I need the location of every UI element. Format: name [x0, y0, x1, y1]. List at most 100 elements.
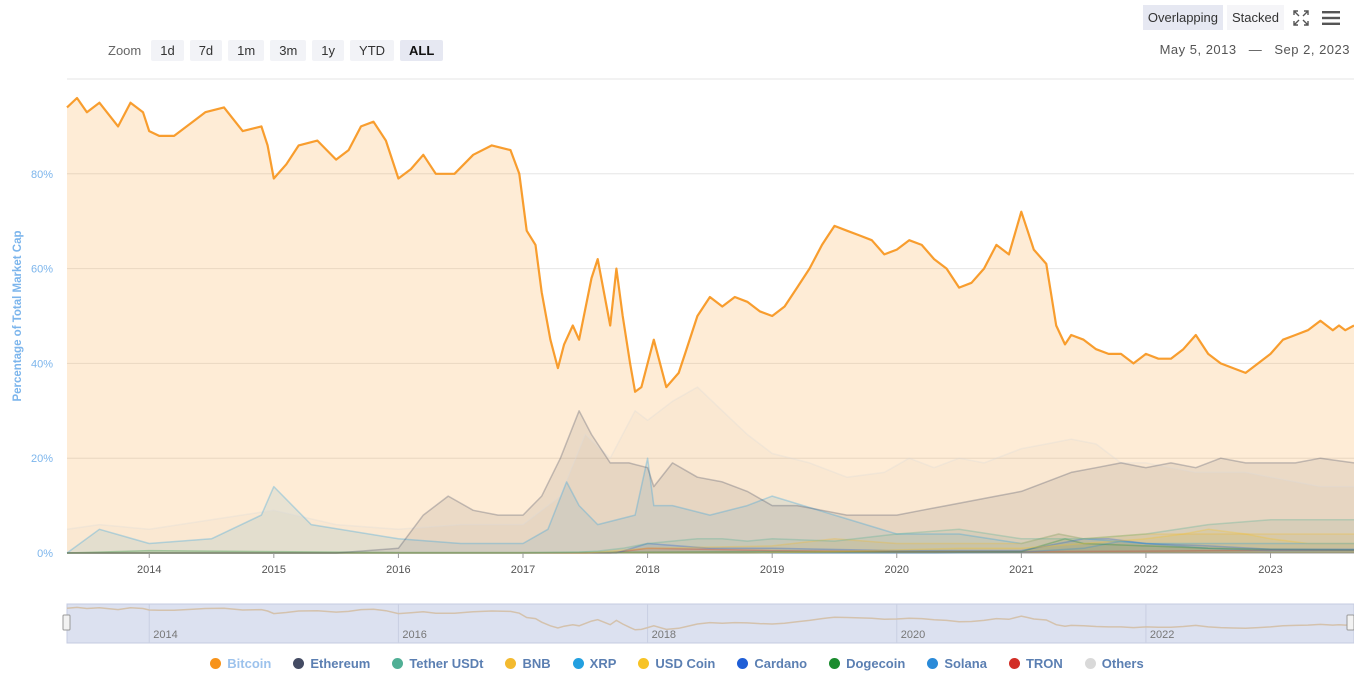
series-line-dogecoin[interactable] — [66, 538, 1354, 554]
navigator-tick-label: 2014 — [153, 629, 177, 641]
series-area-tron — [67, 548, 1354, 553]
series-area-bnb — [67, 534, 1354, 553]
legend-item-ethereum[interactable]: Ethereum — [293, 656, 370, 671]
navigator-series-line — [66, 606, 1354, 631]
zoom-button-1y[interactable]: 1y — [312, 39, 345, 61]
zoom-button-1d[interactable]: 1d — [151, 39, 184, 61]
legend-dot — [829, 658, 841, 669]
x-tick-label: 2021 — [1009, 564, 1033, 576]
legend-item-usd-coin[interactable]: USD Coin — [638, 656, 715, 671]
series-line-bitcoin[interactable] — [66, 96, 1354, 393]
series-line-others[interactable] — [66, 386, 1354, 531]
x-tick-label: 2020 — [885, 564, 909, 576]
legend-label: USD Coin — [655, 656, 716, 671]
series-line-tether-usdt[interactable] — [67, 519, 1354, 554]
chart-mode-controls: Overlapping Stacked — [1142, 5, 1344, 30]
series-area-usd-coin — [67, 529, 1354, 553]
navigator-handle-left[interactable] — [62, 614, 71, 631]
legend-label: XRP — [589, 656, 617, 671]
legend-label: Others — [1101, 656, 1144, 671]
date-range-to[interactable]: Sep 2, 2023 — [1274, 42, 1350, 57]
grid-lines — [67, 78, 1354, 554]
x-tick-label: 2022 — [1134, 564, 1158, 576]
navigator-tick-label: 2020 — [901, 629, 925, 641]
legend-dot — [392, 658, 404, 669]
series-line-xrp[interactable] — [66, 457, 1354, 554]
legend-item-cardano[interactable]: Cardano — [737, 656, 807, 671]
navigator-tick-label: 2018 — [652, 629, 676, 641]
zoom-button-1m[interactable]: 1m — [228, 39, 265, 61]
zoom-button-7d[interactable]: 7d — [189, 39, 223, 61]
legend-label: Tether USDt — [409, 656, 484, 671]
legend-label: Dogecoin — [846, 656, 906, 671]
x-tick-label: 2017 — [511, 564, 535, 576]
series-line-ethereum[interactable] — [67, 410, 1354, 554]
series-line-bnb[interactable] — [67, 533, 1354, 554]
legend-item-xrp[interactable]: XRP — [572, 656, 617, 671]
x-tick-label: 2015 — [262, 564, 286, 576]
y-tick-label: 60% — [31, 264, 53, 276]
legend-dot — [293, 658, 305, 669]
stacked-button[interactable]: Stacked — [1227, 5, 1284, 30]
zoom-button-all[interactable]: ALL — [400, 39, 444, 61]
zoom-label: Zoom — [108, 42, 142, 58]
navigator-tick-label: 2022 — [1150, 629, 1174, 641]
legend-item-others[interactable]: Others — [1084, 656, 1144, 671]
x-tick-label: 2018 — [635, 564, 659, 576]
legend-dot — [1008, 658, 1020, 669]
y-axis-ticks: 0% 20% 40% 60% 80% — [31, 169, 53, 560]
date-range: May 5, 2013 — Sep 2, 2023 — [1160, 42, 1350, 57]
x-tick-label: 2016 — [386, 564, 410, 576]
fullscreen-icon[interactable] — [1288, 6, 1314, 30]
y-tick-label: 40% — [31, 358, 53, 370]
series-areas — [67, 98, 1354, 553]
overlapping-button[interactable]: Overlapping — [1142, 5, 1224, 30]
y-tick-label: 20% — [31, 453, 53, 465]
legend: Bitcoin Ethereum Tether USDt BNB XRP USD Coin… — [0, 656, 1354, 671]
legend-label: Cardano — [754, 656, 808, 671]
series-line-usd-coin[interactable] — [67, 528, 1354, 554]
series-area-bitcoin — [67, 98, 1354, 553]
legend-dot — [638, 658, 650, 669]
legend-item-dogecoin[interactable]: Dogecoin — [829, 656, 905, 671]
legend-label: TRON — [1025, 656, 1063, 671]
series-area-others — [67, 387, 1354, 553]
series-line-cardano[interactable] — [67, 538, 1354, 554]
x-tick-label: 2019 — [760, 564, 784, 576]
series-area-dogecoin — [67, 538, 1354, 553]
zoom-button-3m[interactable]: 3m — [270, 39, 307, 61]
legend-item-tron[interactable]: TRON — [1008, 656, 1063, 671]
zoom-selector: Zoom 1d 7d 1m 3m 1y YTD ALL — [108, 39, 444, 61]
series-line-solana[interactable] — [67, 540, 1354, 554]
navigator-handle-right[interactable] — [1346, 614, 1354, 631]
hamburger-menu-icon[interactable] — [1318, 6, 1344, 30]
legend-item-tether-usdt[interactable]: Tether USDt — [392, 656, 483, 671]
legend-dot — [927, 658, 939, 669]
zoom-button-ytd[interactable]: YTD — [350, 39, 395, 61]
x-tick-label: 2023 — [1258, 564, 1282, 576]
legend-item-bitcoin[interactable]: Bitcoin — [210, 656, 271, 671]
legend-dot — [505, 658, 517, 669]
navigator-ticks: 2014 2016 2018 2020 2022 — [148, 604, 1174, 643]
series-area-tether-usdt — [67, 519, 1354, 553]
legend-dot — [210, 658, 222, 669]
series-line-tron[interactable] — [67, 547, 1354, 554]
series-area-xrp — [67, 458, 1354, 553]
legend-label: Solana — [944, 656, 987, 671]
date-range-separator: — — [1248, 42, 1263, 57]
navigator[interactable]: 2014 2016 2018 2020 2022 — [62, 603, 1354, 644]
x-tick-label: 2014 — [137, 564, 161, 576]
market-dominance-chart: 0% 20% 40% 60% 80% 2014 2015 2016 2017 2018 2019 2… — [12, 78, 1354, 644]
legend-label: Bitcoin — [227, 656, 272, 671]
legend-item-solana[interactable]: Solana — [927, 656, 987, 671]
legend-dot — [737, 658, 749, 669]
navigator-tick-label: 2016 — [402, 629, 426, 641]
y-tick-label: 0% — [37, 548, 53, 560]
legend-dot — [572, 658, 584, 669]
date-range-from[interactable]: May 5, 2013 — [1159, 42, 1237, 57]
legend-item-bnb[interactable]: BNB — [505, 656, 551, 671]
y-tick-label: 80% — [31, 169, 53, 181]
series-area-ethereum — [67, 410, 1354, 553]
y-axis-label: Percentage of Total Market Cap — [12, 230, 24, 401]
legend-dot — [1084, 658, 1096, 669]
